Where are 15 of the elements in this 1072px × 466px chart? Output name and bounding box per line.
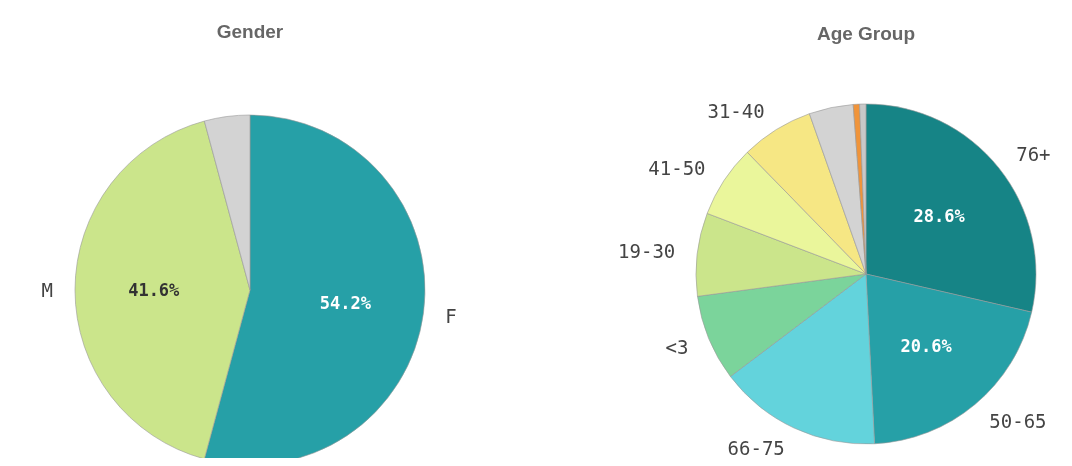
slice-label: <3 [665, 335, 689, 358]
slice-label: F [445, 304, 457, 327]
slice-label: M [41, 278, 53, 301]
slice-label: 50-65 [989, 409, 1047, 432]
slice-label: 66-75 [727, 436, 785, 459]
slice-label: 31-40 [707, 99, 765, 122]
slice-label: 41-50 [648, 157, 706, 180]
slice-label: 19-30 [618, 240, 676, 263]
slice-label: 76+ [1016, 143, 1051, 166]
chart-title: Gender [216, 21, 284, 42]
chart-title: Age Group [816, 23, 916, 44]
data-label: 20.6% [900, 335, 953, 356]
data-label: 28.6% [913, 205, 966, 226]
data-label: 41.6% [128, 279, 181, 300]
data-label: 54.2% [319, 292, 372, 313]
